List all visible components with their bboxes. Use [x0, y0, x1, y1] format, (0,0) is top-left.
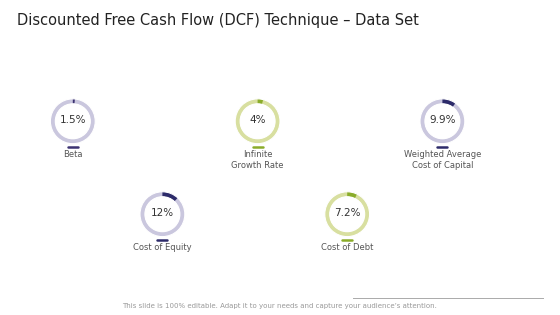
Wedge shape [140, 192, 185, 237]
Wedge shape [420, 99, 465, 144]
Text: 9.9%: 9.9% [429, 115, 456, 125]
Text: Cost of Debt: Cost of Debt [321, 243, 374, 252]
Wedge shape [73, 99, 75, 104]
Wedge shape [50, 99, 95, 144]
Wedge shape [442, 99, 455, 107]
Wedge shape [347, 192, 357, 198]
Text: Cost of Equity: Cost of Equity [133, 243, 192, 252]
Text: Beta: Beta [63, 150, 82, 159]
Text: 1.5%: 1.5% [59, 115, 86, 125]
Wedge shape [162, 192, 178, 202]
Circle shape [330, 197, 365, 232]
Text: 7.2%: 7.2% [334, 208, 361, 218]
Wedge shape [235, 99, 280, 144]
Circle shape [425, 104, 460, 139]
Wedge shape [325, 192, 370, 237]
Circle shape [55, 104, 90, 139]
Text: Infinite
Growth Rate: Infinite Growth Rate [231, 150, 284, 170]
Text: 4%: 4% [249, 115, 266, 125]
Text: Weighted Average
Cost of Capital: Weighted Average Cost of Capital [404, 150, 481, 170]
Text: This slide is 100% editable. Adapt it to your needs and capture your audience’s : This slide is 100% editable. Adapt it to… [123, 303, 437, 309]
Circle shape [145, 197, 180, 232]
Wedge shape [258, 99, 263, 104]
Circle shape [240, 104, 275, 139]
Text: Discounted Free Cash Flow (DCF) Technique – Data Set: Discounted Free Cash Flow (DCF) Techniqu… [17, 13, 419, 28]
Text: 12%: 12% [151, 208, 174, 218]
